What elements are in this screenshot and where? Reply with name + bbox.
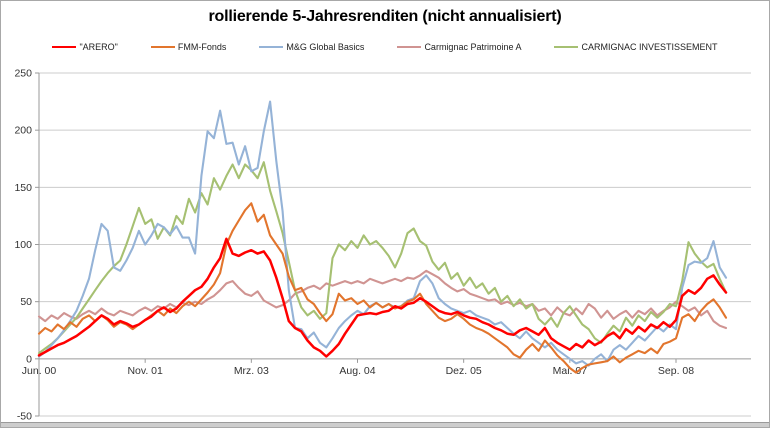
- x-axis-label: Mai. 07: [553, 365, 588, 377]
- legend-line-swatch: [259, 46, 284, 48]
- x-axis-label: Aug. 04: [339, 365, 375, 377]
- y-axis-label: 0: [26, 353, 32, 365]
- series-line-4: [37, 269, 728, 330]
- y-axis-label: -50: [17, 411, 32, 423]
- x-axis-label: Nov. 01: [127, 365, 163, 377]
- y-axis-label: 200: [14, 125, 32, 137]
- legend-item: "ARERO": [52, 42, 118, 52]
- y-axis-label: 50: [20, 296, 32, 308]
- legend-line-swatch: [150, 46, 175, 48]
- legend-item: Carmignac Patrimoine A: [397, 42, 521, 52]
- legend-label: CARMIGNAC INVESTISSEMENT: [581, 42, 718, 52]
- legend-line-swatch: [397, 46, 422, 48]
- x-axis-label: Sep. 08: [658, 365, 694, 377]
- y-axis-label: 250: [14, 68, 32, 80]
- x-axis-label: Dez. 05: [446, 365, 482, 377]
- bottom-edge-strip: [1, 422, 769, 427]
- legend-item: CARMIGNAC INVESTISSEMENT: [554, 42, 718, 52]
- legend-label: Carmignac Patrimoine A: [424, 42, 522, 52]
- legend-label: M&G Global Basics: [286, 42, 365, 52]
- x-axis-label: Jun. 00: [22, 365, 57, 377]
- chart-title: rollierende 5-Jahresrenditen (nicht annu…: [208, 8, 562, 25]
- legend-item: FMM-Fonds: [150, 42, 227, 52]
- legend-label: "ARERO": [79, 42, 118, 52]
- legend-item: M&G Global Basics: [259, 42, 364, 52]
- legend-line-swatch: [554, 46, 579, 48]
- y-axis-label: 150: [14, 182, 32, 194]
- legend-line-swatch: [52, 46, 77, 48]
- series-line-5: [37, 161, 728, 355]
- x-axis-label: Mrz. 03: [234, 365, 269, 377]
- series-line-1: [37, 237, 728, 358]
- chart-legend: "ARERO" FMM-Fonds M&G Global Basics Carmign…: [1, 42, 769, 52]
- legend-label: FMM-Fonds: [177, 42, 227, 52]
- y-axis-label: 100: [14, 239, 32, 251]
